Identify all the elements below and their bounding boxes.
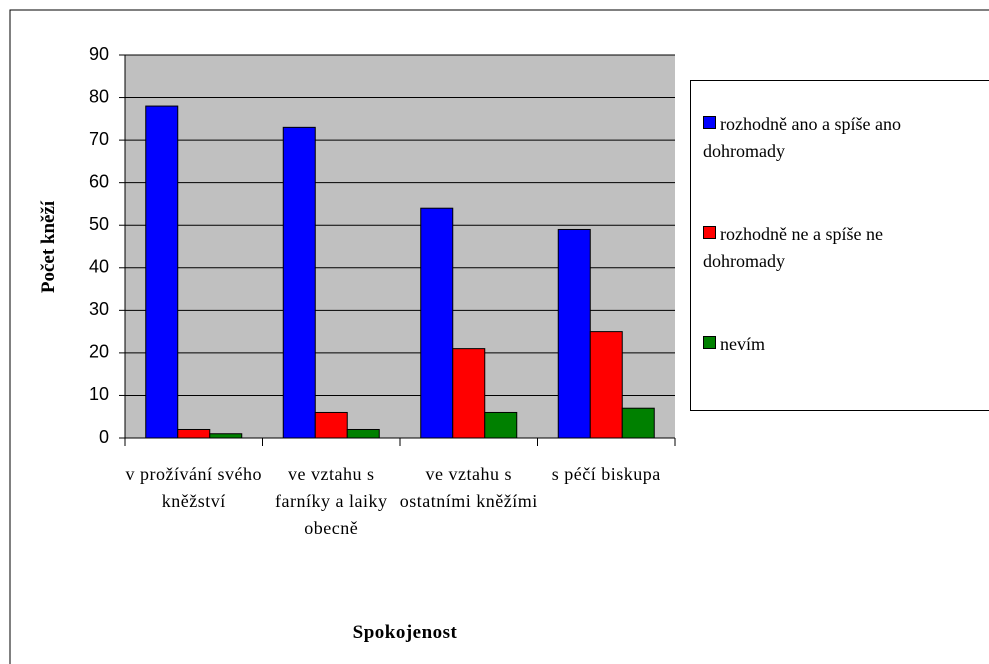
y-tick-label: 60 [89,171,109,191]
bar [420,207,454,439]
legend-label: nevím [720,334,765,354]
legend-entry: rozhodně ano a spíše ano dohromady [703,111,963,165]
legend-label: rozhodně ne a spíše ne dohromady [703,224,883,271]
legend-swatch [703,336,716,349]
bar [177,428,211,439]
bar [557,228,591,439]
bar [621,407,655,439]
y-tick-label: 0 [99,427,109,447]
x-tick-label: ve vztahu s ostatními kněžími [399,464,538,511]
bar [145,105,179,439]
y-tick-label: 10 [89,384,109,404]
y-tick-label: 70 [89,129,109,149]
y-tick-label: 20 [89,342,109,362]
legend-entry: nevím [703,331,963,358]
legend-swatch [703,226,716,239]
y-tick-label: 30 [89,299,109,319]
legend: rozhodně ano a spíše ano dohromady rozhod… [690,80,989,411]
chart-border [9,9,989,664]
y-tick-label: 40 [89,257,109,277]
y-tick-label: 90 [89,44,109,64]
bar [209,433,243,439]
x-axis-title: Spokojenost [353,622,458,643]
legend-swatch [703,116,716,129]
x-tick-label: s péčí biskupa [551,464,661,484]
x-tick-label: ve vztahu s farníky a laiky obecně [275,464,388,538]
bar [282,126,316,439]
y-tick-label: 80 [89,86,109,106]
x-tick-label: v prožívání svého kněžství [125,464,262,511]
y-axis-title: Počet kněží [38,200,59,293]
legend-label: rozhodně ano a spíše ano dohromady [703,114,901,161]
y-tick-label: 50 [89,214,109,234]
bar [484,411,518,439]
bar [452,348,486,439]
bar [589,331,623,439]
bar [346,428,380,439]
bar [314,411,348,439]
legend-entry: rozhodně ne a spíše ne dohromady [703,221,963,275]
